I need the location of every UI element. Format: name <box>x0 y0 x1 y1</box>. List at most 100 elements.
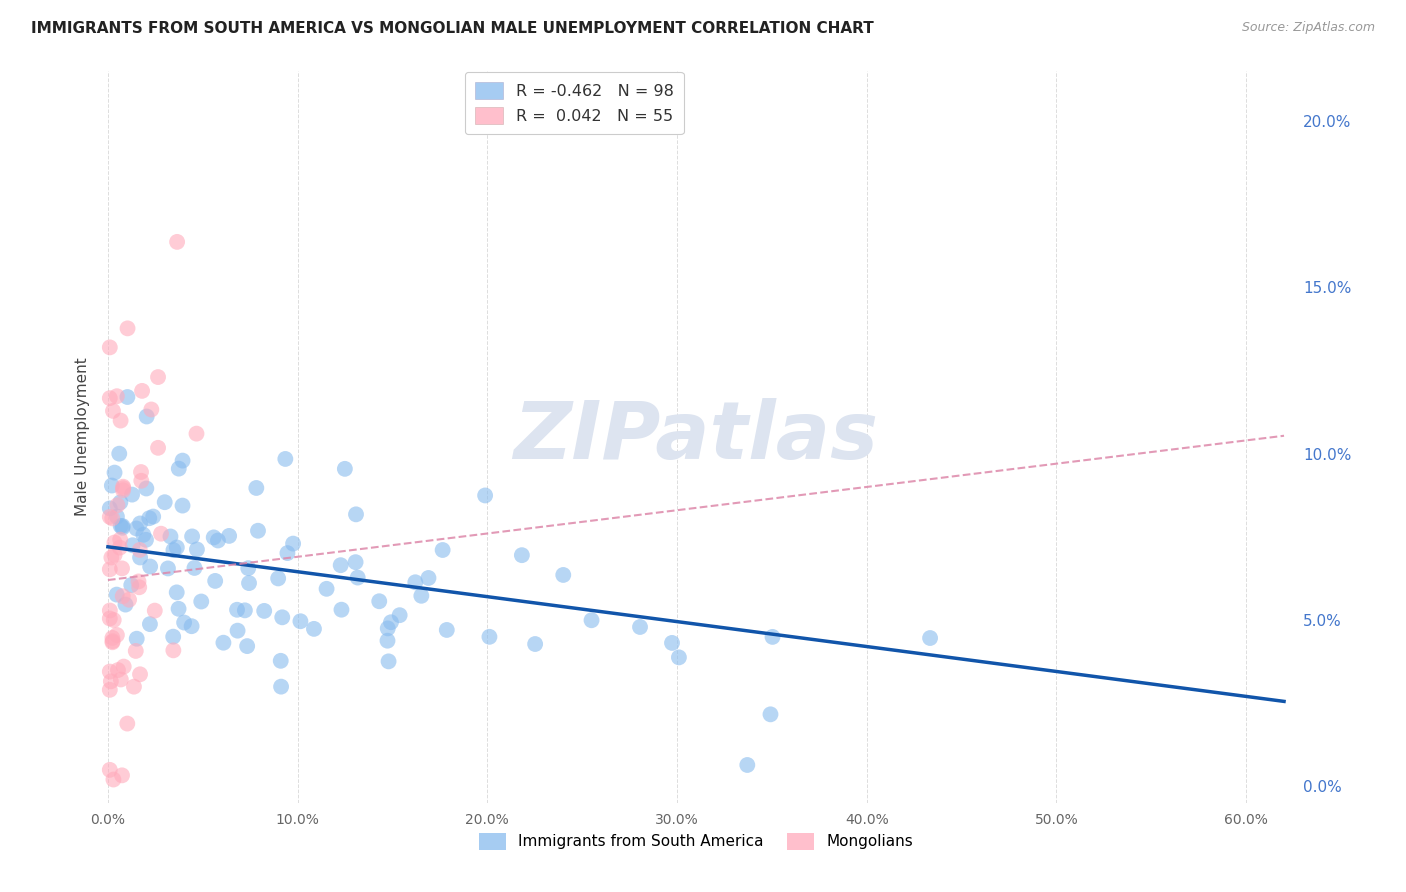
Point <box>110 413 132 427</box>
Point <box>202 530 225 544</box>
Point <box>135 533 157 547</box>
Point <box>212 636 235 650</box>
Point <box>139 617 162 632</box>
Point <box>108 541 131 555</box>
Point <box>107 663 129 677</box>
Point <box>628 620 651 634</box>
Point <box>245 481 267 495</box>
Point <box>920 631 942 645</box>
Point <box>238 576 260 591</box>
Point <box>166 541 188 555</box>
Point <box>108 533 131 547</box>
Point <box>181 529 204 543</box>
Point <box>128 580 150 594</box>
Point <box>138 511 160 525</box>
Text: IMMIGRANTS FROM SOUTH AMERICA VS MONGOLIAN MALE UNEMPLOYMENT CORRELATION CHART: IMMIGRANTS FROM SOUTH AMERICA VS MONGOLI… <box>31 21 873 36</box>
Point <box>226 603 249 617</box>
Point <box>101 634 124 648</box>
Point <box>146 441 169 455</box>
Point <box>111 561 134 575</box>
Point <box>112 481 135 495</box>
Point <box>111 519 134 533</box>
Point <box>122 680 145 694</box>
Point <box>226 624 249 638</box>
Point <box>117 716 139 731</box>
Point <box>141 402 163 417</box>
Point <box>581 613 603 627</box>
Point <box>110 519 132 533</box>
Point <box>125 632 148 646</box>
Point <box>236 639 259 653</box>
Point <box>110 673 132 687</box>
Point <box>761 630 783 644</box>
Point <box>377 654 399 668</box>
Point <box>103 466 125 480</box>
Point <box>100 674 122 689</box>
Point <box>270 680 292 694</box>
Point <box>553 568 575 582</box>
Point <box>117 390 139 404</box>
Point <box>112 659 135 673</box>
Point <box>129 550 152 565</box>
Point <box>380 615 402 630</box>
Point <box>107 498 129 512</box>
Point <box>135 409 157 424</box>
Point <box>436 623 458 637</box>
Point <box>315 582 337 596</box>
Point <box>166 585 188 599</box>
Point <box>98 603 121 617</box>
Point <box>180 619 202 633</box>
Point <box>143 604 166 618</box>
Point <box>132 528 155 542</box>
Point <box>150 526 173 541</box>
Point <box>172 499 194 513</box>
Point <box>333 462 356 476</box>
Point <box>432 543 454 558</box>
Point <box>125 644 148 658</box>
Point <box>186 542 208 557</box>
Point <box>101 635 124 649</box>
Point <box>276 546 298 560</box>
Point <box>329 558 352 573</box>
Point <box>142 509 165 524</box>
Point <box>129 667 152 681</box>
Point <box>128 574 150 589</box>
Legend: Immigrants from South America, Mongolians: Immigrants from South America, Mongolian… <box>471 825 921 857</box>
Point <box>114 598 136 612</box>
Point <box>98 611 121 625</box>
Point <box>166 235 188 249</box>
Point <box>105 628 128 642</box>
Point <box>146 370 169 384</box>
Point <box>271 610 294 624</box>
Point <box>267 571 290 585</box>
Point <box>233 603 256 617</box>
Point <box>129 474 152 488</box>
Point <box>125 521 148 535</box>
Point <box>100 550 122 565</box>
Point <box>110 495 132 509</box>
Point <box>172 453 194 467</box>
Point <box>302 622 325 636</box>
Point <box>377 621 399 635</box>
Point <box>101 404 124 418</box>
Point <box>186 426 208 441</box>
Point <box>111 768 134 782</box>
Point <box>173 615 195 630</box>
Point <box>404 575 426 590</box>
Point <box>98 682 121 697</box>
Point <box>156 561 179 575</box>
Point <box>98 665 121 679</box>
Point <box>121 487 143 501</box>
Point <box>101 631 124 645</box>
Point <box>98 391 121 405</box>
Point <box>737 758 759 772</box>
Point <box>162 643 184 657</box>
Point <box>524 637 547 651</box>
Point <box>98 501 121 516</box>
Point <box>330 603 353 617</box>
Point <box>121 538 143 552</box>
Point <box>162 543 184 558</box>
Point <box>344 555 367 569</box>
Point <box>207 533 229 548</box>
Point <box>253 604 276 618</box>
